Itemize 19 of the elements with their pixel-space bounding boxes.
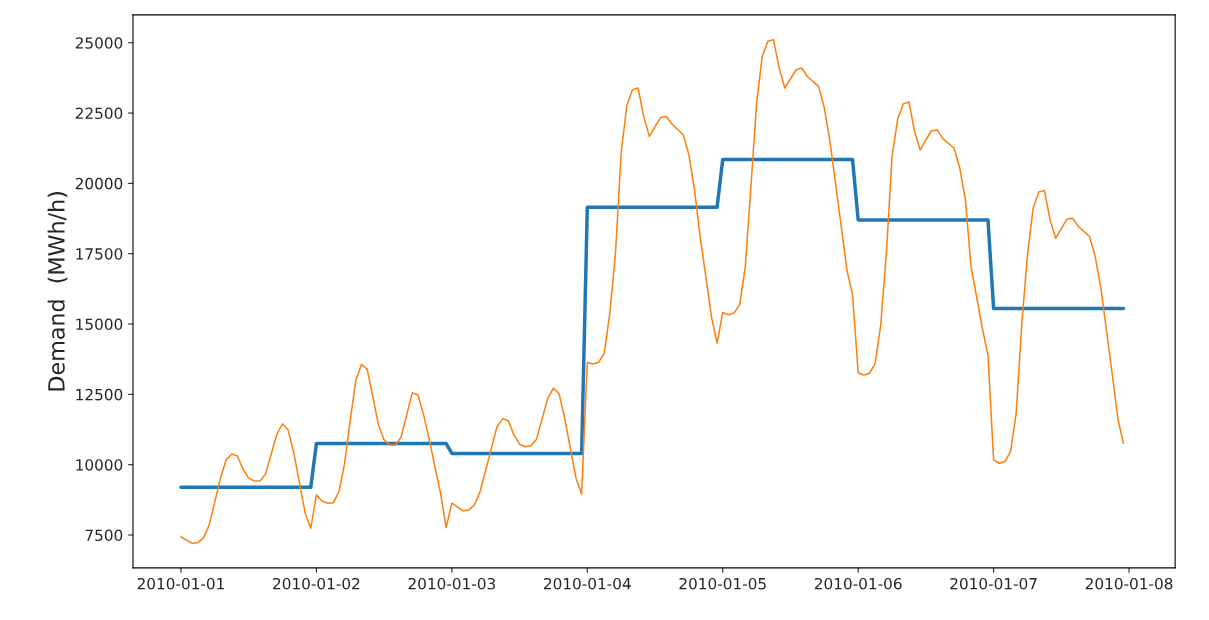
y-tick-label: 15000 xyxy=(76,318,123,331)
y-axis-title: Demand (MWh/h) xyxy=(47,192,68,391)
y-tick-label: 10000 xyxy=(76,459,123,471)
x-tick-label: 2010-01-07 xyxy=(950,577,1037,590)
y-tick-label: 12500 xyxy=(76,388,123,401)
line-series xyxy=(180,38,1125,545)
x-tick-label: 2010-01-03 xyxy=(408,577,496,590)
y-tick-label: 20000 xyxy=(75,177,123,190)
y-tick-label: 7500 xyxy=(85,529,123,542)
x-tick-label: 2010-01-05 xyxy=(679,577,766,590)
x-tick-label: 2010-01-02 xyxy=(273,577,360,590)
y-tick-label: 22500 xyxy=(75,107,123,120)
x-tick-label: 2010-01-04 xyxy=(544,577,631,590)
x-tick-label: 2010-01-08 xyxy=(1085,577,1173,590)
x-tick-label: 2010-01-06 xyxy=(814,577,902,590)
y-tick-label: 25000 xyxy=(75,37,123,49)
y-tick-label: 17500 xyxy=(76,248,123,260)
line-series xyxy=(179,157,1126,489)
x-tick-label: 2010-01-01 xyxy=(137,577,224,590)
